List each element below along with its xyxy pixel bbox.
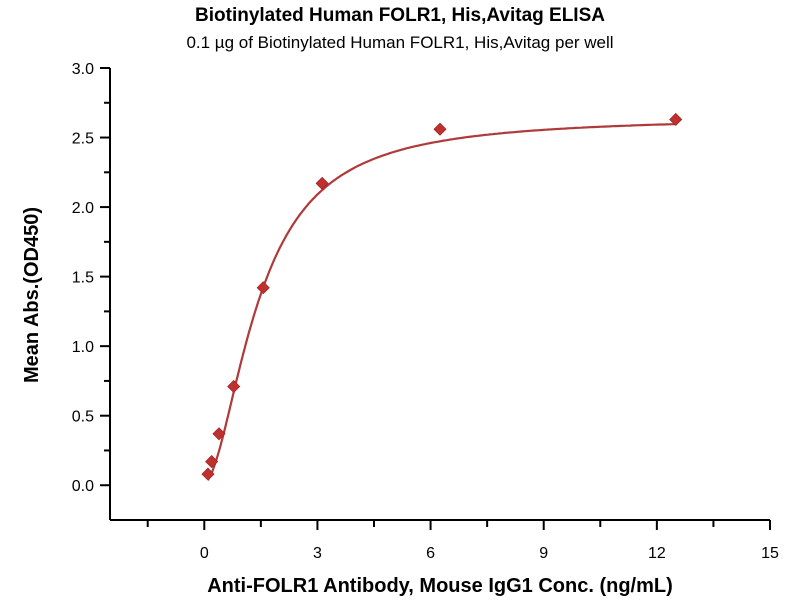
y-tick-label: 2.0	[72, 200, 94, 217]
y-tick-label: 0.0	[72, 478, 94, 495]
y-tick-label: 0.5	[72, 409, 94, 426]
fit-curve-group	[206, 123, 676, 481]
x-tick-label: 0	[200, 545, 209, 562]
y-tick-label: 2.5	[72, 131, 94, 148]
data-point	[433, 122, 447, 136]
x-axis-title: Anti-FOLR1 Antibody, Mouse IgG1 Conc. (n…	[207, 575, 673, 597]
y-axis-title: Mean Abs.(OD450)	[21, 207, 43, 383]
data-point	[212, 427, 226, 441]
data-point	[205, 455, 219, 469]
y-tick-label: 3.0	[72, 61, 94, 78]
fit-curve	[206, 123, 676, 481]
data-point	[256, 281, 270, 295]
chart-title: Biotinylated Human FOLR1, His,Avitag ELI…	[195, 5, 605, 26]
data-point	[315, 176, 329, 190]
axes: 0 3 6 9 12 15 0.0 0.5 1.0 1.5 2.0 2.5 3.0	[72, 61, 779, 562]
y-tick-label: 1.5	[72, 270, 94, 287]
data-point	[227, 379, 241, 394]
x-tick-label: 15	[761, 545, 779, 562]
y-tick-label: 1.0	[72, 339, 94, 356]
x-tick-label: 6	[426, 545, 435, 562]
data-point	[669, 112, 683, 127]
x-tick-label: 9	[539, 545, 548, 562]
data-point	[201, 467, 215, 481]
x-tick-label: 3	[313, 545, 322, 562]
chart-subtitle: 0.1 µg of Biotinylated Human FOLR1, His,…	[186, 33, 614, 52]
x-tick-label: 12	[648, 545, 666, 562]
data-points	[201, 112, 683, 481]
